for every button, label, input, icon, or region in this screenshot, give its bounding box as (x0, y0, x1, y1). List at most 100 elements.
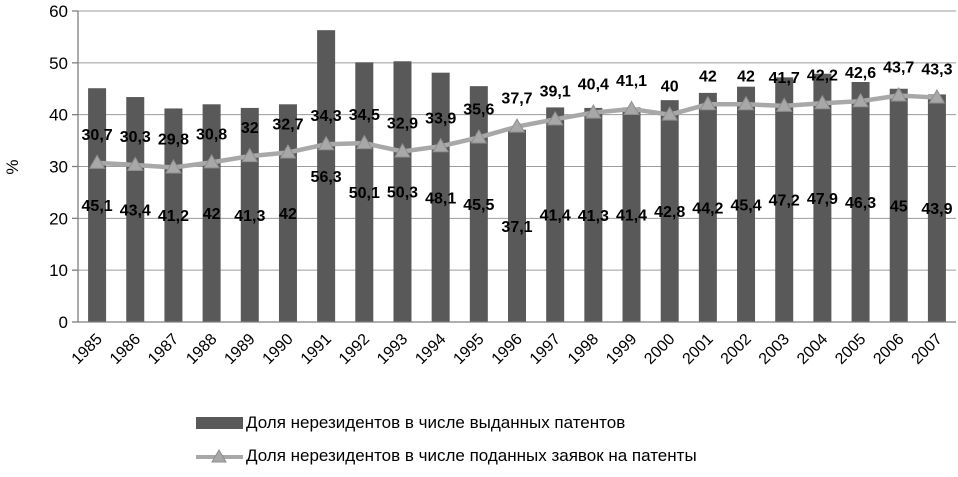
line-marker (508, 118, 526, 133)
line-marker (432, 137, 450, 153)
line-value-label: 42,6 (845, 65, 876, 82)
x-tick-label: 1995 (450, 331, 487, 368)
line-value-label: 32 (241, 120, 259, 137)
x-tick-label: 1989 (221, 331, 258, 368)
line-marker (88, 154, 106, 169)
line-value-label: 41,1 (616, 73, 647, 90)
line-marker (852, 92, 869, 108)
legend-item-granted-patents: Доля нерезидентов в числе выданных патен… (196, 412, 697, 434)
bar-value-label: 45,4 (730, 197, 761, 214)
line-value-label: 42,2 (807, 67, 838, 84)
line-marker (661, 106, 679, 121)
bar-value-label: 48,1 (425, 190, 456, 207)
line-value-label: 40 (661, 79, 679, 96)
bar (317, 30, 336, 322)
x-tick-label: 1999 (603, 331, 640, 368)
line-marker (279, 144, 297, 159)
line-marker (890, 86, 908, 102)
bar-value-label: 50,3 (387, 185, 418, 202)
x-tick-label: 1987 (145, 331, 182, 368)
bar-value-label: 37,1 (501, 219, 532, 236)
bar (698, 92, 717, 322)
line-series-swatch (196, 448, 243, 464)
line-marker (126, 156, 144, 171)
line-marker (203, 153, 220, 169)
bar (546, 107, 565, 322)
bar (126, 97, 145, 322)
bar (278, 104, 297, 322)
bar-value-label: 47,9 (807, 191, 838, 208)
line-marker (394, 142, 411, 158)
line-marker (241, 147, 259, 163)
x-tick-label: 1996 (489, 331, 526, 368)
bar-value-label: 45,1 (82, 198, 113, 215)
x-tick-label: 1991 (298, 331, 335, 368)
line-swatch-icon (196, 449, 243, 463)
x-tick-label: 2001 (680, 331, 717, 368)
x-tick-label: 2005 (832, 331, 869, 368)
bar-value-label: 41,3 (578, 208, 609, 225)
line-marker (355, 134, 373, 150)
y-tick-label: 0 (59, 313, 68, 332)
line-value-label: 39,1 (540, 83, 571, 100)
y-tick-label: 10 (49, 261, 68, 280)
line-marker (470, 128, 488, 144)
y-tick-label: 40 (49, 106, 68, 125)
line-marker (623, 100, 640, 115)
x-tick-label: 2000 (641, 331, 678, 368)
x-tick-label: 1988 (183, 331, 220, 368)
bar-value-label: 42 (279, 206, 297, 223)
bar-value-label: 43,4 (120, 203, 151, 220)
x-tick-label: 1998 (565, 331, 602, 368)
x-tick-label: 2004 (794, 331, 831, 368)
x-tick-label: 2003 (756, 331, 793, 368)
line-value-label: 34,5 (349, 107, 380, 124)
legend-label-granted-patents: Доля нерезидентов в числе выданных патен… (246, 413, 626, 432)
chart-plot-area: 0 10 20 30 40 50 60 45,1 43,4 41,2 42 41,3 42 56,3 50,… (49, 2, 956, 368)
line-value-label: 30,3 (120, 129, 151, 146)
bar (775, 77, 794, 322)
line-value-label: 30,8 (196, 126, 227, 143)
x-tick-label: 1997 (527, 331, 564, 368)
legend-item-filed-applications: Доля нерезидентов в числе поданных заяво… (196, 445, 697, 467)
line-value-label: 43,3 (921, 62, 952, 79)
bar-value-label: 47,2 (769, 193, 800, 210)
bar-value-label: 41,4 (540, 208, 571, 225)
line-marker (775, 97, 793, 112)
bar (622, 107, 641, 322)
legend: Доля нерезидентов в числе выданных патен… (196, 412, 697, 467)
bar-value-label: 44,2 (692, 200, 723, 217)
bar-value-label: 46,3 (845, 195, 876, 212)
line-marker (699, 95, 717, 111)
line-value-label: 41,7 (769, 70, 800, 87)
bar (202, 104, 221, 322)
x-tick-label: 1985 (69, 331, 106, 368)
bar (164, 108, 183, 323)
line-value-label: 42 (699, 68, 717, 85)
line-value-label: 32,9 (387, 115, 418, 132)
bar (431, 72, 450, 322)
bar-value-label: 45 (890, 198, 908, 215)
bar-series-swatch (196, 417, 243, 429)
line-value-label: 37,7 (501, 91, 532, 108)
line-value-label: 32,7 (272, 117, 303, 134)
bar (355, 62, 374, 322)
line-value-label: 34,3 (311, 108, 342, 125)
line-value-label: 40,4 (578, 77, 609, 94)
bar-value-label: 42 (203, 206, 221, 223)
bar-value-label: 43,9 (921, 201, 952, 218)
line-marker (737, 95, 755, 111)
bar (469, 86, 488, 323)
bar-value-label: 56,3 (311, 169, 342, 186)
line-value-label: 35,6 (463, 101, 494, 118)
bar (88, 88, 107, 323)
bar (660, 100, 679, 322)
bar (889, 88, 908, 322)
legend-label-filed-applications: Доля нерезидентов в числе поданных заяво… (246, 446, 697, 465)
x-tick-label: 2006 (870, 331, 907, 368)
line-value-label: 29,8 (158, 132, 189, 149)
line-value-label: 43,7 (883, 59, 914, 76)
line-marker (584, 104, 602, 119)
x-tick-label: 2007 (909, 331, 946, 368)
